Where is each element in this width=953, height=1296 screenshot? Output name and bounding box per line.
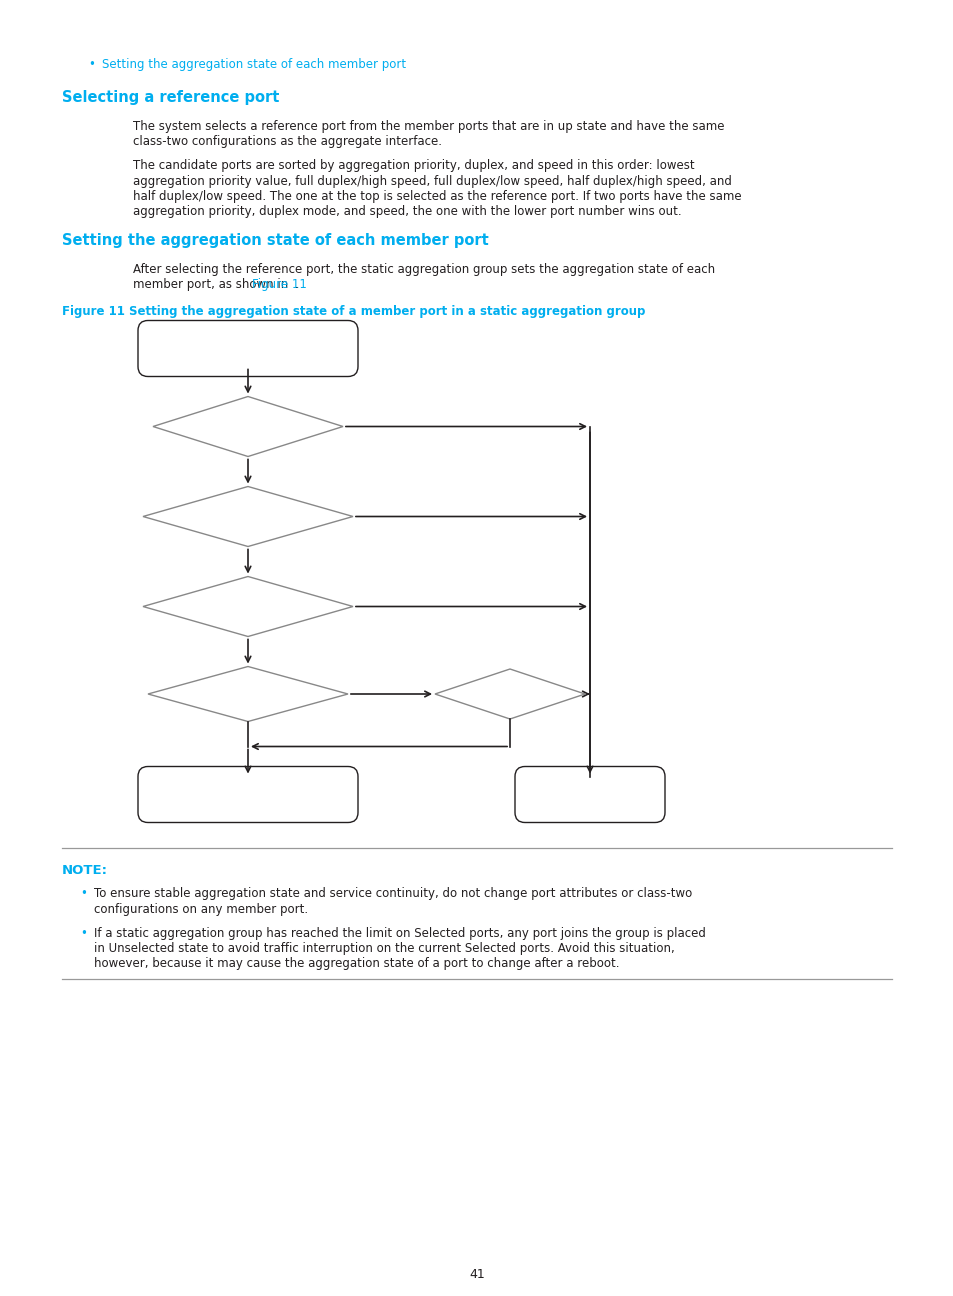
FancyBboxPatch shape	[138, 766, 357, 823]
Text: aggregation priority value, full duplex/high speed, full duplex/low speed, half : aggregation priority value, full duplex/…	[132, 175, 731, 188]
Text: configurations on any member port.: configurations on any member port.	[94, 903, 308, 916]
FancyBboxPatch shape	[515, 766, 664, 823]
Text: The system selects a reference port from the member ports that are in up state a: The system selects a reference port from…	[132, 121, 723, 133]
Text: member port, as shown in: member port, as shown in	[132, 279, 292, 292]
Text: The candidate ports are sorted by aggregation priority, duplex, and speed in thi: The candidate ports are sorted by aggreg…	[132, 159, 694, 172]
Text: Figure 11: Figure 11	[252, 279, 306, 292]
Text: Figure 11 Setting the aggregation state of a member port in a static aggregation: Figure 11 Setting the aggregation state …	[62, 306, 644, 319]
Text: After selecting the reference port, the static aggregation group sets the aggreg: After selecting the reference port, the …	[132, 263, 715, 276]
Text: •: •	[88, 58, 94, 71]
Text: class-two configurations as the aggregate interface.: class-two configurations as the aggregat…	[132, 136, 441, 149]
Text: •: •	[80, 927, 87, 940]
Text: NOTE:: NOTE:	[62, 863, 108, 876]
Text: •: •	[80, 888, 87, 901]
Text: Selecting a reference port: Selecting a reference port	[62, 89, 279, 105]
Polygon shape	[152, 397, 343, 456]
Text: To ensure stable aggregation state and service continuity, do not change port at: To ensure stable aggregation state and s…	[94, 888, 692, 901]
Polygon shape	[148, 666, 348, 722]
Text: If a static aggregation group has reached the limit on Selected ports, any port : If a static aggregation group has reache…	[94, 927, 705, 940]
Text: aggregation priority, duplex mode, and speed, the one with the lower port number: aggregation priority, duplex mode, and s…	[132, 206, 680, 219]
Text: in Unselected state to avoid traffic interruption on the current Selected ports.: in Unselected state to avoid traffic int…	[94, 942, 674, 955]
Polygon shape	[435, 669, 584, 719]
Text: Setting the aggregation state of each member port: Setting the aggregation state of each me…	[62, 233, 488, 248]
Polygon shape	[143, 577, 353, 636]
Text: 41: 41	[469, 1267, 484, 1280]
FancyBboxPatch shape	[138, 320, 357, 377]
Text: half duplex/low speed. The one at the top is selected as the reference port. If : half duplex/low speed. The one at the to…	[132, 191, 740, 203]
Text: Setting the aggregation state of each member port: Setting the aggregation state of each me…	[102, 58, 406, 71]
Text: however, because it may cause the aggregation state of a port to change after a : however, because it may cause the aggreg…	[94, 958, 618, 971]
Polygon shape	[143, 486, 353, 547]
Text: .: .	[294, 279, 298, 292]
